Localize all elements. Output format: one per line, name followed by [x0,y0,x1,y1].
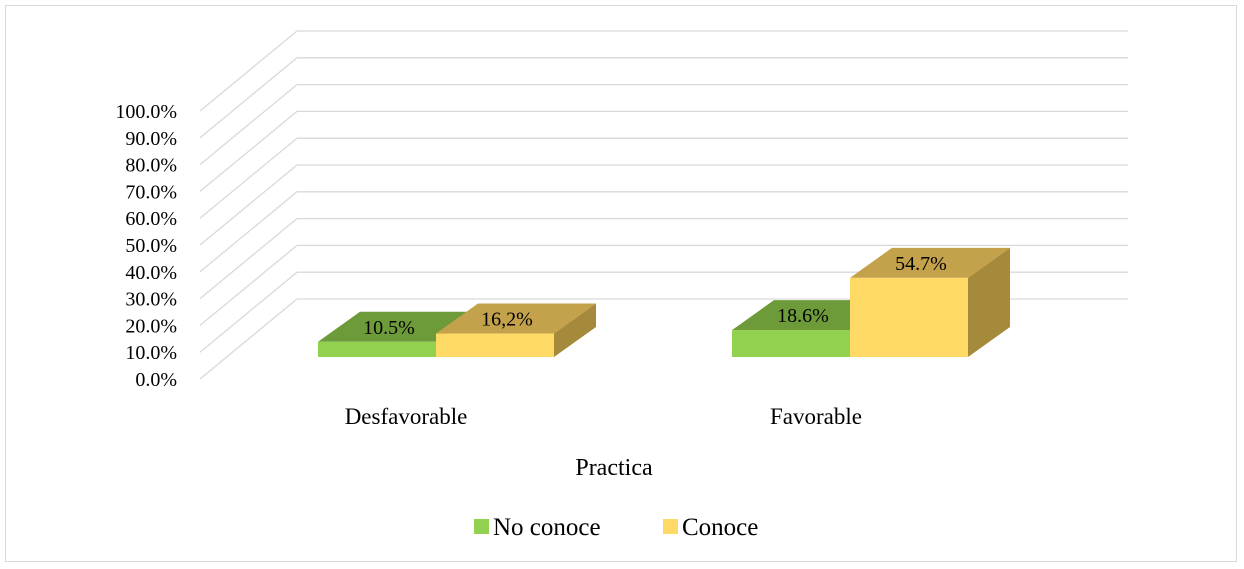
y-tick-label: 10.0% [125,342,177,364]
y-tick-label: 30.0% [125,289,177,311]
gridline-depth [199,218,298,300]
gridline-depth [199,164,298,246]
bar-side [554,303,596,357]
x-tick-label: Favorable [770,404,862,429]
bar-top [436,303,596,334]
x-tick-label: Desfavorable [345,404,468,429]
gridline-depth [199,244,298,326]
gridline-depth [199,110,298,192]
gridline-depth [199,191,298,273]
y-tick-label: 50.0% [125,235,177,257]
legend-label: Conoce [682,514,758,541]
bar [732,330,850,357]
data-label: 10.5% [363,317,415,339]
data-label: 18.6% [777,305,829,327]
x-axis-ticks: Desfavorable Favorable [345,404,862,429]
y-tick-label: 60.0% [125,208,177,230]
gridline-depth [199,57,298,139]
bar [436,333,554,357]
gridline-depth [199,271,298,353]
gridline-depth [199,137,298,219]
data-label-layer: 10.5% 16,2% 18.6% 54.7% [363,253,947,339]
y-tick-label: 20.0% [125,315,177,337]
legend-swatch [663,519,678,534]
gridline-depth [199,84,298,166]
bar [850,277,968,357]
grid-layer [199,30,1128,380]
y-tick-label: 80.0% [125,155,177,177]
data-label: 54.7% [895,253,947,275]
legend-label: No conoce [493,514,601,541]
y-axis-ticks: 0.0% 10.0% 20.0% 30.0% 40.0% 50.0% 60.0% 70.0% 8… [115,101,177,391]
chart-frame [5,5,1237,562]
x-axis-title: Practica [575,455,653,481]
data-label: 16,2% [481,309,533,331]
bar [318,341,436,357]
y-tick-label: 90.0% [125,128,177,150]
legend-swatch [474,519,489,534]
bar-side [968,247,1010,357]
gridline-depth [199,298,298,380]
y-tick-label: 0.0% [135,369,177,391]
bar-layer [318,247,1010,357]
legend: No conoce Conoce [474,514,758,541]
y-tick-label: 40.0% [125,262,177,284]
y-tick-label: 70.0% [125,181,177,203]
gridline-depth [199,30,298,112]
bar-top [850,247,1010,278]
y-tick-label: 100.0% [115,101,177,123]
